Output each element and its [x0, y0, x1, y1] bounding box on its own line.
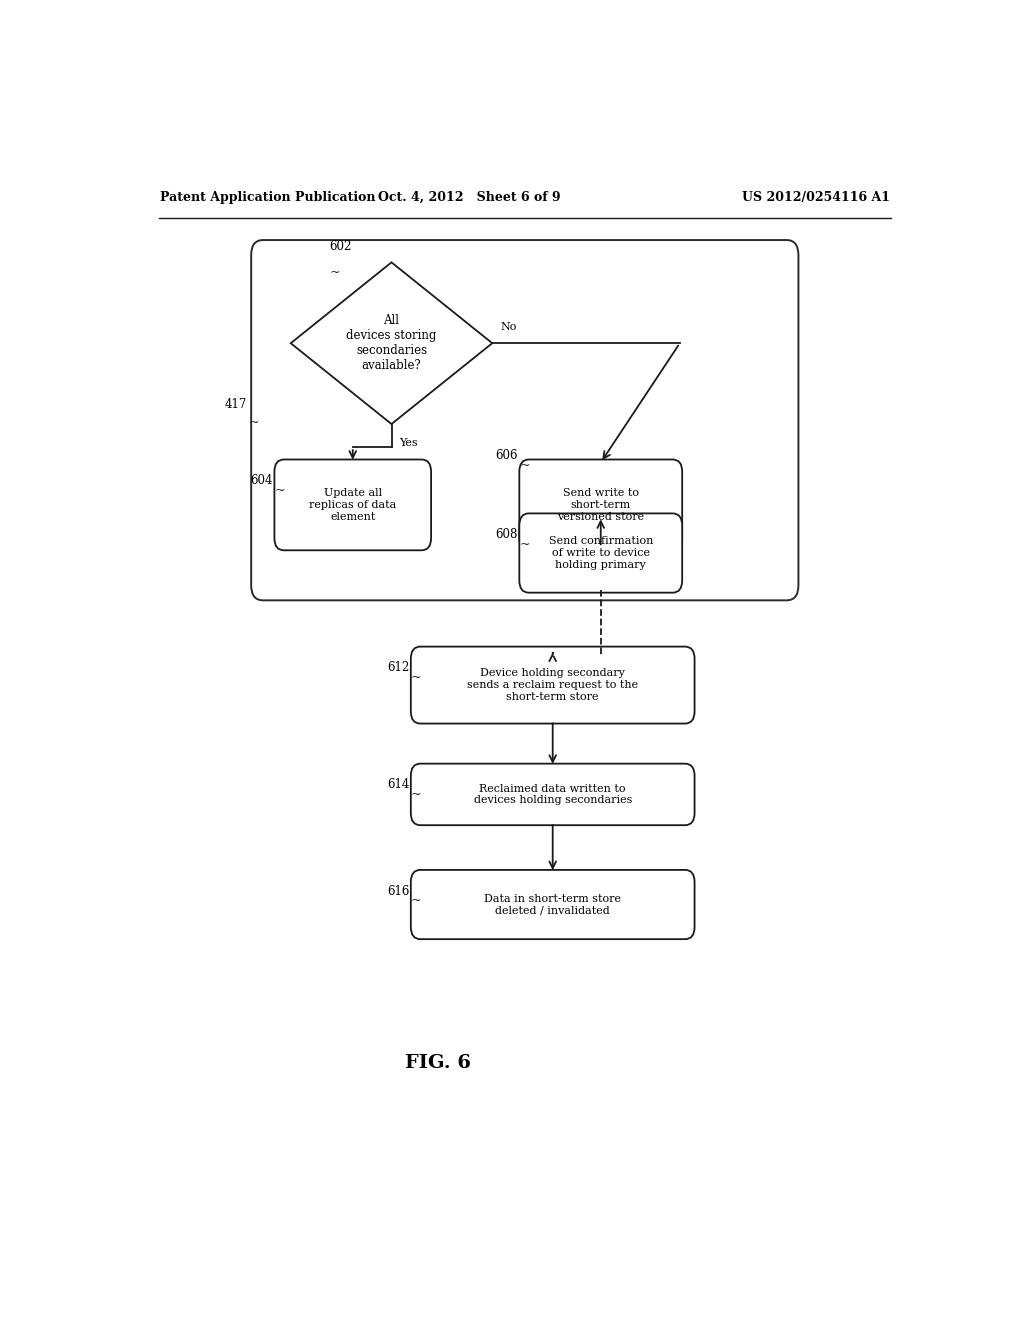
Text: ~: ~ [519, 539, 529, 550]
Text: ~: ~ [411, 671, 421, 684]
Text: ~: ~ [274, 484, 285, 498]
Text: Yes: Yes [399, 438, 418, 447]
Text: All
devices storing
secondaries
available?: All devices storing secondaries availabl… [346, 314, 436, 372]
Text: Reclaimed data written to
devices holding secondaries: Reclaimed data written to devices holdin… [473, 784, 632, 805]
Text: 606: 606 [496, 449, 518, 462]
Text: 417: 417 [225, 399, 248, 412]
Text: 608: 608 [496, 528, 518, 541]
Text: Send write to
short-term
versioned store: Send write to short-term versioned store [557, 488, 644, 521]
Text: 616: 616 [387, 884, 410, 898]
FancyBboxPatch shape [519, 459, 682, 550]
Text: ~: ~ [411, 895, 421, 908]
FancyBboxPatch shape [519, 513, 682, 593]
Text: Oct. 4, 2012   Sheet 6 of 9: Oct. 4, 2012 Sheet 6 of 9 [378, 190, 560, 203]
Text: ~: ~ [519, 459, 529, 471]
Text: 614: 614 [387, 779, 410, 791]
FancyBboxPatch shape [411, 647, 694, 723]
Text: Device holding secondary
sends a reclaim request to the
short-term store: Device holding secondary sends a reclaim… [467, 668, 638, 702]
FancyBboxPatch shape [411, 764, 694, 825]
Text: 604: 604 [251, 474, 273, 487]
Text: ~: ~ [249, 416, 259, 429]
Text: Patent Application Publication: Patent Application Publication [160, 190, 375, 203]
Text: 612: 612 [387, 661, 410, 675]
Text: ~: ~ [411, 788, 421, 801]
FancyBboxPatch shape [411, 870, 694, 939]
Text: Update all
replicas of data
element: Update all replicas of data element [309, 488, 396, 521]
Text: 602: 602 [330, 240, 352, 253]
Text: No: No [500, 322, 516, 331]
Text: Send confirmation
of write to device
holding primary: Send confirmation of write to device hol… [549, 536, 653, 570]
Text: FIG. 6: FIG. 6 [406, 1055, 471, 1072]
Polygon shape [291, 263, 493, 424]
Text: US 2012/0254116 A1: US 2012/0254116 A1 [741, 190, 890, 203]
Text: ~: ~ [330, 267, 340, 280]
FancyBboxPatch shape [251, 240, 799, 601]
Text: Data in short-term store
deleted / invalidated: Data in short-term store deleted / inval… [484, 894, 622, 915]
FancyBboxPatch shape [274, 459, 431, 550]
